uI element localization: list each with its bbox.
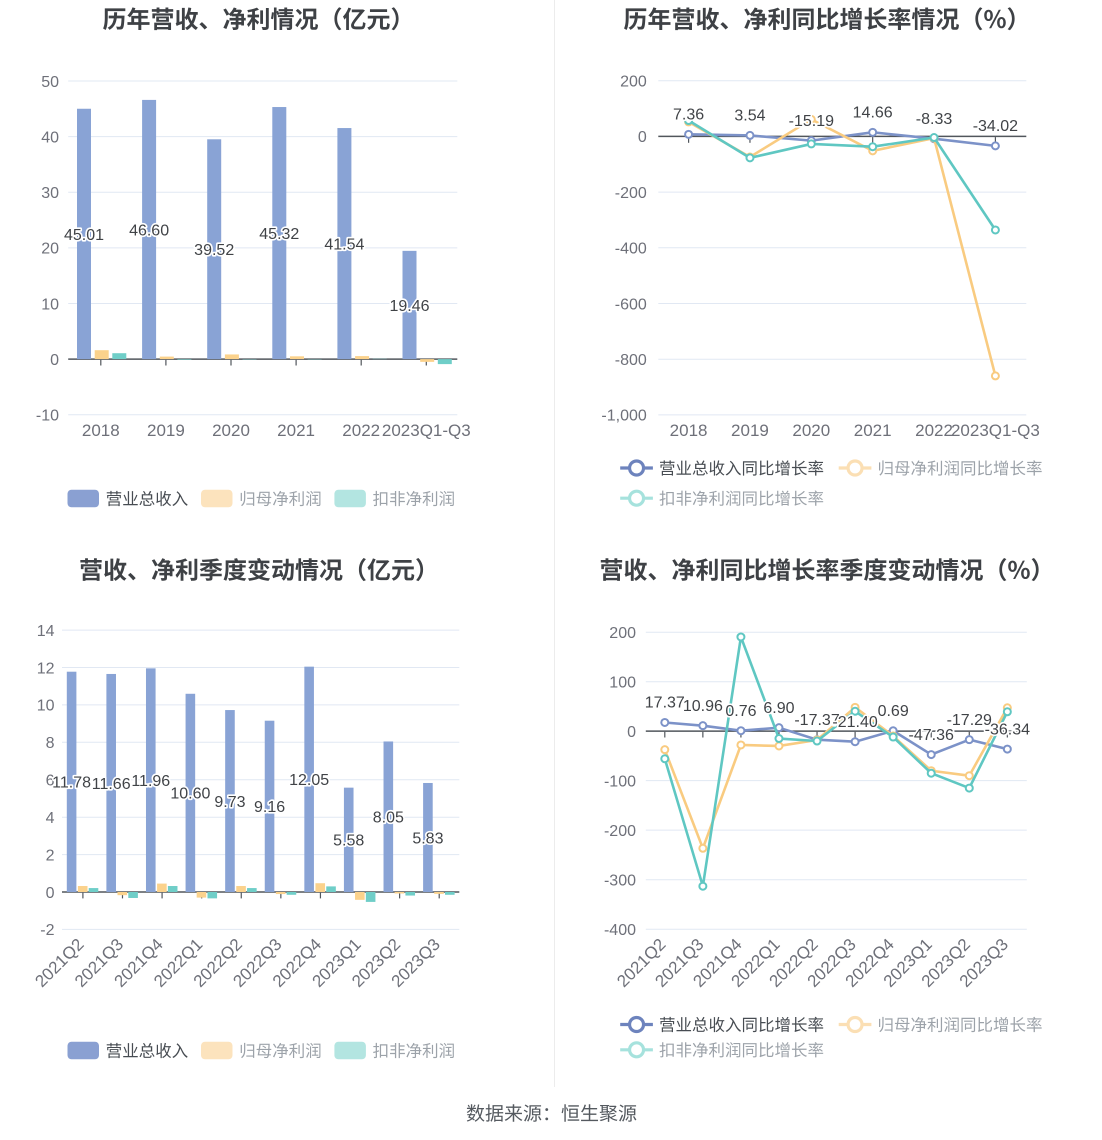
svg-text:-17.37: -17.37 (794, 712, 839, 729)
svg-text:2021: 2021 (854, 421, 892, 440)
svg-text:100: 100 (609, 675, 636, 692)
svg-text:11.66: 11.66 (92, 776, 131, 793)
svg-text:-10: -10 (36, 408, 59, 425)
svg-text:0.69: 0.69 (878, 703, 909, 720)
svg-text:-8.33: -8.33 (916, 111, 953, 128)
svg-text:10: 10 (41, 296, 59, 313)
svg-text:-100: -100 (604, 773, 636, 790)
svg-text:-15.19: -15.19 (789, 113, 834, 130)
svg-text:14: 14 (37, 623, 55, 640)
svg-text:0: 0 (50, 352, 59, 369)
svg-text:200: 200 (609, 625, 636, 642)
svg-text:30: 30 (41, 185, 59, 202)
svg-text:2021: 2021 (277, 421, 315, 440)
svg-text:5.58: 5.58 (333, 833, 364, 850)
svg-text:-2: -2 (40, 922, 54, 939)
svg-text:2022: 2022 (342, 421, 380, 440)
svg-text:-36.34: -36.34 (985, 721, 1030, 738)
svg-text:-800: -800 (615, 352, 647, 369)
svg-text:2023Q1-Q3: 2023Q1-Q3 (951, 421, 1040, 440)
svg-text:2022: 2022 (915, 421, 953, 440)
svg-text:10.60: 10.60 (170, 786, 210, 803)
svg-text:2: 2 (46, 847, 55, 864)
svg-text:45.01: 45.01 (64, 227, 104, 244)
svg-text:-17.29: -17.29 (947, 712, 992, 729)
svg-text:-200: -200 (615, 185, 647, 202)
svg-text:14.66: 14.66 (853, 105, 893, 122)
svg-text:19.46: 19.46 (389, 298, 429, 315)
svg-text:2018: 2018 (670, 421, 708, 440)
svg-text:11.78: 11.78 (52, 775, 91, 792)
svg-text:50: 50 (41, 74, 59, 91)
svg-text:9.73: 9.73 (214, 794, 245, 811)
svg-text:2019: 2019 (731, 421, 769, 440)
svg-text:2019: 2019 (147, 421, 185, 440)
svg-text:2020: 2020 (212, 421, 250, 440)
svg-text:39.52: 39.52 (194, 242, 234, 259)
svg-text:7.36: 7.36 (673, 107, 704, 124)
svg-text:10.96: 10.96 (683, 698, 723, 715)
svg-text:-400: -400 (604, 922, 636, 939)
svg-text:3.54: 3.54 (734, 108, 765, 125)
svg-text:-1,000: -1,000 (601, 408, 646, 425)
svg-text:-47.36: -47.36 (909, 727, 954, 744)
svg-text:5.83: 5.83 (412, 830, 443, 847)
svg-text:11.96: 11.96 (131, 773, 170, 790)
svg-text:0: 0 (627, 724, 636, 741)
svg-text:8: 8 (46, 735, 55, 752)
svg-text:40: 40 (41, 129, 59, 146)
svg-text:46.60: 46.60 (129, 222, 169, 239)
svg-text:6.90: 6.90 (763, 700, 794, 717)
svg-text:-34.02: -34.02 (973, 118, 1018, 135)
svg-text:2018: 2018 (82, 421, 120, 440)
svg-text:17.37: 17.37 (645, 695, 685, 712)
svg-text:8.05: 8.05 (373, 810, 404, 827)
svg-text:-300: -300 (604, 873, 636, 890)
svg-text:-400: -400 (615, 241, 647, 258)
svg-text:2020: 2020 (792, 421, 830, 440)
svg-text:2023Q1-Q3: 2023Q1-Q3 (382, 421, 471, 440)
svg-text:-200: -200 (604, 823, 636, 840)
svg-text:12: 12 (37, 660, 55, 677)
svg-text:-600: -600 (615, 296, 647, 313)
svg-text:10: 10 (37, 698, 55, 715)
svg-text:12.05: 12.05 (289, 772, 329, 789)
svg-text:9.16: 9.16 (254, 799, 285, 816)
svg-text:0: 0 (638, 129, 647, 146)
svg-text:41.54: 41.54 (324, 236, 364, 253)
svg-text:-21.40: -21.40 (832, 714, 877, 731)
svg-text:0.76: 0.76 (725, 703, 756, 720)
svg-text:0: 0 (46, 885, 55, 902)
svg-text:6: 6 (46, 773, 55, 790)
svg-text:45.32: 45.32 (259, 226, 299, 243)
svg-text:4: 4 (46, 810, 55, 827)
svg-text:20: 20 (41, 241, 59, 258)
svg-text:200: 200 (620, 74, 647, 91)
